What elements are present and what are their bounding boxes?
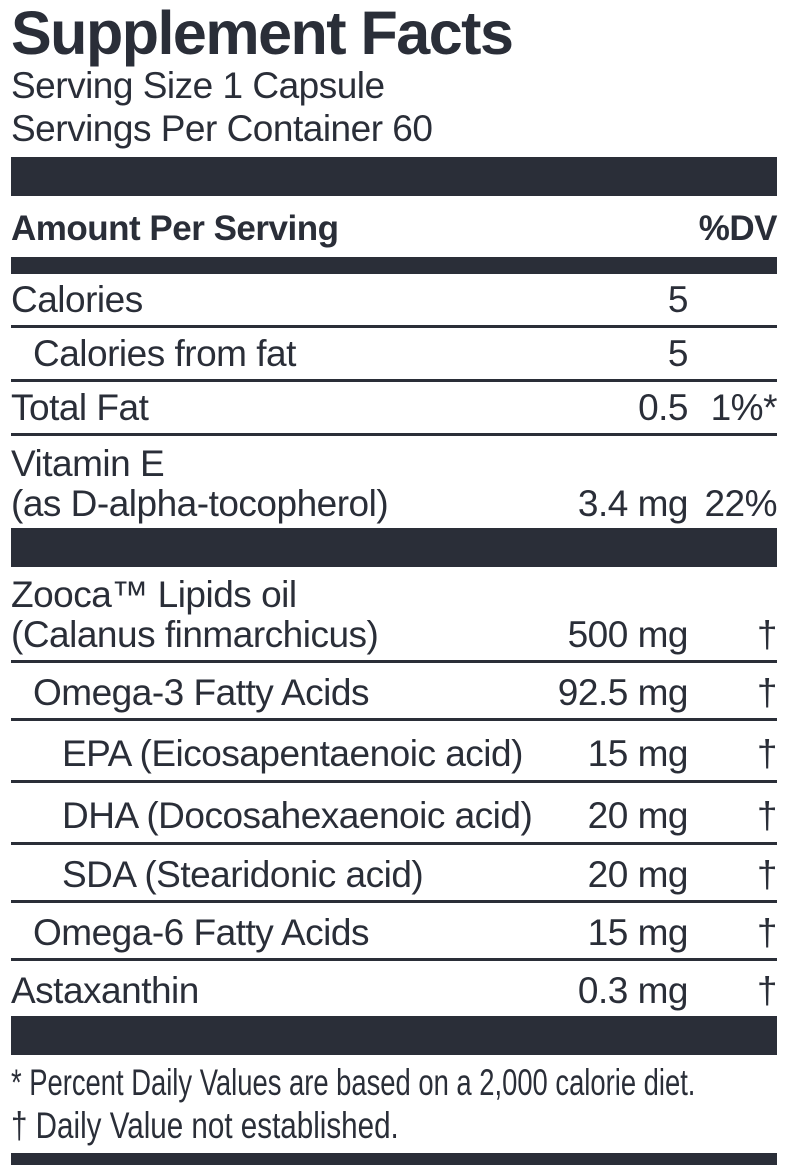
nutrient-amount: 15 mg xyxy=(587,912,689,953)
nutrient-dv: † xyxy=(756,912,778,953)
nutrient-row-omega-6: Omega-6 Fatty Acids 15 mg † xyxy=(11,903,778,961)
nutrient-dv: † xyxy=(756,733,778,774)
nutrient-amount: 0.3 mg xyxy=(577,970,689,1011)
nutrient-name: Total Fat xyxy=(11,387,149,428)
footnote-daily-value: † Daily Value not established. xyxy=(11,1105,399,1146)
nutrient-name: DHA (Docosahexaenoic acid) xyxy=(62,795,533,836)
nutrient-row-vitamin-e: Vitamin E (as D-alpha-tocopherol) 3.4 mg… xyxy=(11,436,778,528)
medium-divider xyxy=(11,257,777,274)
footnote-percent-dv: * Percent Daily Values are based on a 2,… xyxy=(11,1062,696,1103)
amount-per-serving-header: Amount Per Serving xyxy=(11,209,339,248)
nutrient-name: Astaxanthin xyxy=(11,970,199,1011)
nutrient-name: SDA (Stearidonic acid) xyxy=(62,854,424,895)
serving-size: Serving Size 1 Capsule xyxy=(11,65,385,106)
nutrient-name: Calories xyxy=(11,279,143,320)
nutrient-amount: 92.5 mg xyxy=(557,672,689,713)
nutrient-name: EPA (Eicosapentaenoic acid) xyxy=(62,733,523,774)
nutrient-name: Calories from fat xyxy=(33,333,296,374)
nutrient-row-calories: Calories 5 xyxy=(11,274,777,328)
nutrient-row-calories-from-fat: Calories from fat 5 xyxy=(11,328,777,382)
nutrient-dv: † xyxy=(756,614,778,655)
footnotes: * Percent Daily Values are based on a 2,… xyxy=(11,1061,777,1147)
nutrient-dv: † xyxy=(756,795,778,836)
nutrient-name: Zooca™ Lipids oil (Calanus finmarchicus) xyxy=(11,574,379,655)
nutrient-dv: 1%* xyxy=(710,387,778,428)
thick-divider-middle xyxy=(11,528,777,567)
nutrient-amount: 20 mg xyxy=(587,854,689,895)
nutrient-row-sda: SDA (Stearidonic acid) 20 mg † xyxy=(11,845,778,903)
nutrient-dv: † xyxy=(756,970,778,1011)
nutrient-amount: 5 xyxy=(667,333,689,374)
nutrient-row-dha: DHA (Docosahexaenoic acid) 20 mg † xyxy=(11,783,778,845)
nutrient-row-astaxanthin: Astaxanthin 0.3 mg † xyxy=(11,961,778,1016)
panel-title: Supplement Facts xyxy=(11,0,514,67)
percent-dv-header: %DV xyxy=(698,209,778,248)
nutrient-name: Omega-3 Fatty Acids xyxy=(33,672,369,713)
servings-per-container: Servings Per Container 60 xyxy=(11,108,433,149)
nutrient-dv: † xyxy=(756,672,778,713)
nutrient-amount: 0.5 xyxy=(638,387,688,428)
nutrient-amount: 5 xyxy=(667,279,689,320)
nutrient-dv: † xyxy=(756,854,778,895)
nutrient-name: Vitamin E (as D-alpha-tocopherol) xyxy=(11,443,389,524)
thick-divider-bottom xyxy=(11,1016,777,1055)
thick-divider-top xyxy=(11,157,777,196)
column-header-row: Amount Per Serving %DV xyxy=(11,196,778,257)
nutrient-dv: 22% xyxy=(704,483,777,524)
nutrient-amount: 15 mg xyxy=(587,733,689,774)
panel-bottom-bar xyxy=(11,1153,777,1165)
nutrient-amount: 500 mg xyxy=(567,614,689,655)
nutrient-row-omega-3: Omega-3 Fatty Acids 92.5 mg † xyxy=(11,663,778,721)
nutrient-row-total-fat: Total Fat 0.5 1%* xyxy=(11,382,778,436)
nutrient-row-zooca-lipids-oil: Zooca™ Lipids oil (Calanus finmarchicus)… xyxy=(11,567,778,663)
nutrient-row-epa: EPA (Eicosapentaenoic acid) 15 mg † xyxy=(11,721,778,783)
nutrient-amount: 3.4 mg xyxy=(577,483,689,524)
nutrient-amount: 20 mg xyxy=(587,795,689,836)
nutrient-name: Omega-6 Fatty Acids xyxy=(33,912,369,953)
